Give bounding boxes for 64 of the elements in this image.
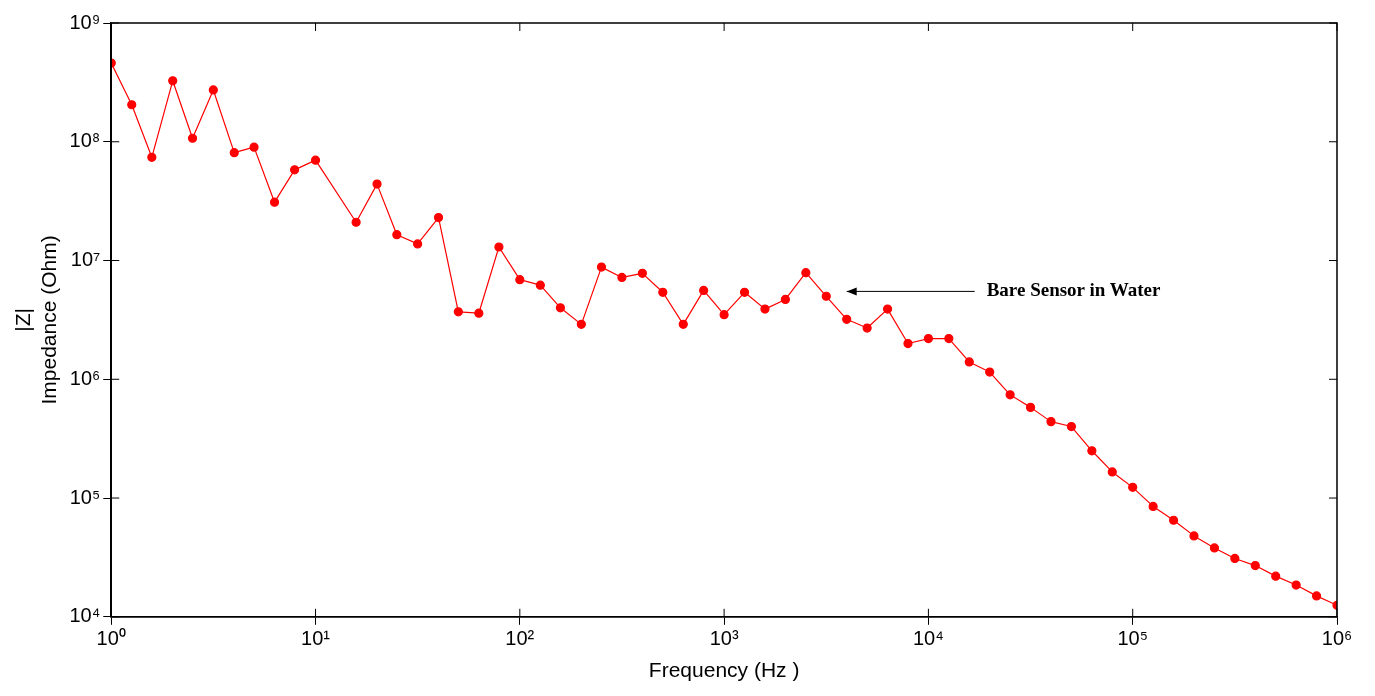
y-tick-label: 10⁹ (69, 10, 101, 33)
point (1128, 482, 1138, 492)
point (617, 272, 627, 283)
x-tick-label: 10⁶ (1321, 627, 1353, 650)
x-axis-title: Frequency (Hz ) (648, 658, 800, 682)
point (351, 217, 361, 227)
point (739, 287, 750, 297)
point (1025, 402, 1036, 412)
point (596, 262, 607, 272)
point (453, 307, 463, 317)
point (576, 319, 586, 329)
point (658, 287, 668, 297)
point (678, 319, 688, 329)
point (1107, 467, 1117, 477)
point (637, 268, 647, 278)
point (699, 285, 709, 296)
point (1168, 515, 1179, 525)
annotation: Bare Sensor in Water (986, 279, 1161, 301)
point (413, 239, 423, 249)
y-tick-label: 10⁴ (69, 604, 101, 627)
point (842, 314, 852, 324)
x-tick-label: 10¹ (301, 627, 331, 650)
point (1209, 543, 1220, 553)
point (515, 275, 525, 285)
y-tick-label: 10⁸ (69, 129, 101, 152)
point (433, 212, 444, 223)
point (1291, 580, 1301, 590)
x-tick-label: 10³ (709, 627, 739, 650)
point (1087, 446, 1097, 456)
point (882, 304, 893, 314)
y-axis-title: |Z| Impedance (Ohm) (11, 235, 60, 405)
x-tick-label: 10⁵ (1117, 627, 1148, 650)
point (964, 357, 974, 367)
point (862, 323, 872, 333)
point (821, 291, 831, 301)
point (1148, 501, 1158, 512)
point (1311, 591, 1322, 601)
point (392, 230, 402, 240)
point (1250, 560, 1260, 571)
x-tick-label: 10⁰ (96, 627, 126, 650)
point (985, 367, 995, 377)
point (801, 268, 811, 278)
x-tick-label: 10⁴ (912, 627, 944, 650)
point (923, 334, 934, 344)
point (1271, 571, 1281, 581)
point (903, 338, 913, 349)
point (555, 303, 566, 313)
x-tick-label: 10² (505, 627, 535, 650)
y-tick-label: 10⁷ (70, 248, 101, 271)
point (760, 304, 770, 314)
point (780, 294, 790, 305)
point (1189, 531, 1199, 541)
point (1046, 417, 1056, 427)
point (1066, 421, 1077, 432)
point (1005, 390, 1015, 400)
y-tick-label: 10⁵ (69, 485, 101, 508)
point (494, 242, 504, 252)
y-tick-label: 10⁶ (69, 366, 101, 389)
point (535, 280, 545, 290)
point (372, 179, 382, 189)
point (944, 334, 954, 344)
point (719, 310, 729, 320)
point (474, 308, 484, 318)
point (1230, 553, 1240, 564)
